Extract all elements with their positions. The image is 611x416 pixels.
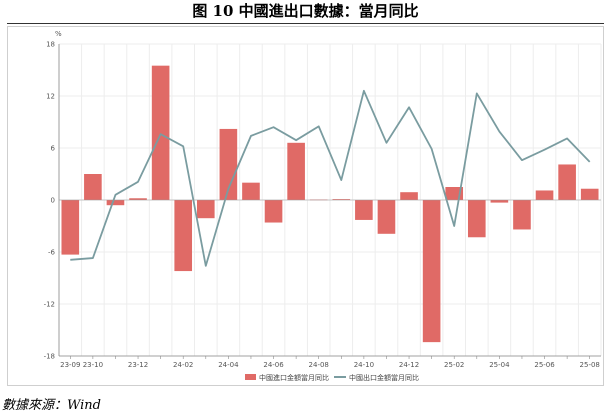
legend-label-imports: 中國進口金額當月同比 [259,373,329,382]
x-tick-label: 23-10 [83,361,103,369]
bar-imports [332,199,351,200]
bar-imports [490,200,509,203]
bar-imports [151,65,170,201]
bar-imports [129,198,147,200]
legend-swatch-imports [245,374,256,380]
bar-imports [467,200,486,238]
y-tick-label: 12 [46,93,55,101]
x-tick-label: 24-10 [354,361,374,369]
bar-imports [61,200,80,255]
chart-svg: -18 -12 -6 0 6 12 18 23-09 23-10 23-12 24-02 24-04 2… [44,30,602,382]
chart-title: 图 10 中國進出口數據：當月同比 [192,2,419,20]
bar-imports [558,164,576,200]
bar-imports [422,200,441,343]
chart-frame [7,26,604,386]
bar-imports [287,142,305,200]
x-tick-label: 24-02 [173,361,193,369]
line-exports [70,89,591,267]
x-tick-label: 25-02 [444,361,464,369]
line-layer [70,89,591,267]
x-tick-label: 24-08 [309,361,329,369]
bar-imports [513,200,531,230]
y-unit-label: % [55,30,62,38]
x-tick-label: 23-09 [60,361,80,369]
bar-imports [264,200,283,223]
bar-imports [355,200,373,220]
x-tick-label: 24-06 [263,361,284,369]
y-tick-label: 6 [51,145,56,153]
bar-imports [377,200,396,234]
y-tick-label: -18 [44,353,55,361]
x-tick-label: 24-12 [399,361,419,369]
bar-imports [196,200,215,219]
x-tick-label: 24-04 [218,361,239,369]
y-tick-label: -12 [44,301,55,309]
bar-imports [535,190,554,200]
x-tick-label: 23-12 [128,361,148,369]
y-tick-label: -6 [48,249,56,257]
source-note: 數據來源：Wind [2,398,101,413]
y-tick-label: 18 [46,41,55,49]
y-tick-label: 0 [51,197,55,205]
bar-imports [84,174,102,200]
bar-imports [219,128,238,200]
title-underline [7,23,604,24]
bar-layer [61,65,599,343]
x-tick-label: 25-04 [489,361,510,369]
bar-imports [242,182,260,200]
legend: 中國進口金額當月同比 中國出口金額當月同比 [245,373,419,382]
bar-imports [580,188,599,200]
legend-label-exports: 中國出口金額當月同比 [349,373,419,382]
axis-layer: -18 -12 -6 0 6 12 18 23-09 23-10 23-12 24-02 24-04 2… [44,41,601,369]
bar-imports [400,192,418,200]
bar-imports [106,200,125,206]
x-tick-label: 25-06 [534,361,555,369]
x-tick-label: 25-08 [580,361,600,369]
bar-imports [174,200,193,272]
